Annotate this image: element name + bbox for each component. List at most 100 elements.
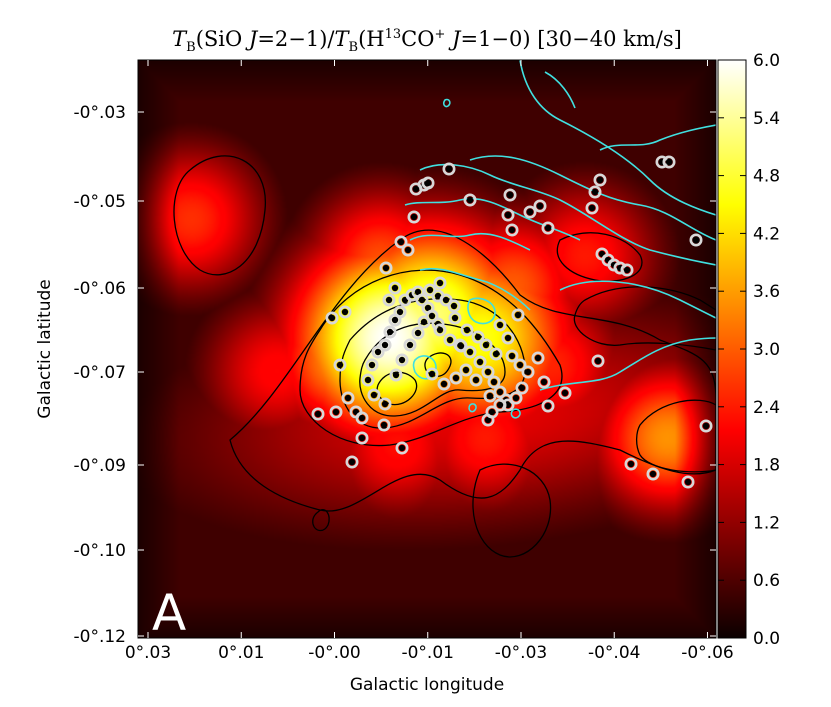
title-part: T <box>335 27 351 51</box>
source-marker-core <box>428 370 436 378</box>
source-marker-core <box>314 410 322 418</box>
title-part: CO <box>401 27 434 51</box>
source-marker-core <box>486 392 494 400</box>
source-marker <box>511 308 525 322</box>
source-marker-core <box>406 341 414 349</box>
source-marker <box>481 365 495 379</box>
source-marker-core <box>544 224 552 232</box>
source-marker-core <box>649 470 657 478</box>
colorbar-tick-label: 5.4 <box>753 109 780 129</box>
source-marker-ring <box>513 358 527 372</box>
source-marker-core <box>410 213 418 221</box>
chart-title: TB(SiO J=2−1)/TB(H13CO+ J=1−0) [30−40 km… <box>172 27 682 55</box>
source-marker-core <box>466 348 474 356</box>
plot-area: A <box>137 59 717 642</box>
source-marker <box>394 235 408 249</box>
source-marker <box>509 391 523 405</box>
source-marker <box>378 338 392 352</box>
source-marker-ring <box>377 418 391 432</box>
source-marker-core <box>490 378 498 386</box>
colorbar-tick-label: 6.0 <box>753 51 780 71</box>
source-marker-ring <box>593 173 607 187</box>
source-marker-ring <box>485 405 499 419</box>
source-marker-core <box>451 314 459 322</box>
source-marker <box>503 188 517 202</box>
source-marker-ring <box>338 305 352 319</box>
source-marker-ring <box>591 354 605 368</box>
source-marker <box>333 358 347 372</box>
source-marker-core <box>396 308 404 316</box>
source-marker-core <box>504 401 512 409</box>
source-marker-ring <box>459 363 473 377</box>
source-marker <box>382 293 396 307</box>
source-marker <box>345 455 359 469</box>
source-marker-core <box>445 165 453 173</box>
source-marker-core <box>665 158 673 166</box>
source-marker <box>459 363 473 377</box>
source-marker-ring <box>443 333 457 347</box>
source-marker-ring <box>409 182 423 196</box>
source-marker <box>473 355 487 369</box>
source-marker-ring <box>511 308 525 322</box>
source-marker-core <box>466 196 474 204</box>
source-marker-core <box>404 246 412 254</box>
source-marker-core <box>514 311 522 319</box>
ratio-contour-level <box>173 155 266 276</box>
source-marker-ring <box>415 293 429 307</box>
source-marker <box>624 457 638 471</box>
source-marker <box>439 293 453 307</box>
source-marker-core <box>386 328 394 336</box>
source-marker-core <box>436 279 444 287</box>
source-marker <box>505 223 519 237</box>
source-marker-core <box>391 284 399 292</box>
source-marker-ring <box>479 338 493 352</box>
source-marker-ring <box>620 263 634 277</box>
ratio-contour-level <box>472 463 552 558</box>
y-axis: -0°.03 -0°.05 -0°.06 -0°.07 -0°.09 -0°.10 -0°.… <box>74 103 716 647</box>
source-marker-ring <box>341 391 355 405</box>
source-marker-ring <box>471 330 485 344</box>
source-marker-ring <box>489 347 503 361</box>
source-marker-ring <box>503 188 517 202</box>
source-marker-ring <box>425 367 439 381</box>
source-marker-core <box>591 188 599 196</box>
source-marker-ring <box>345 455 359 469</box>
source-marker <box>383 325 397 339</box>
source-marker-core <box>512 394 520 402</box>
colorbar-tick-label: 1.2 <box>753 513 780 533</box>
source-marker-ring <box>449 371 463 385</box>
source-marker <box>329 405 343 419</box>
source-marker-ring <box>662 155 676 169</box>
source-marker <box>425 309 439 323</box>
source-marker-core <box>364 376 372 384</box>
source-marker <box>487 375 501 389</box>
source-marker <box>423 283 437 297</box>
source-marker <box>379 261 393 275</box>
source-marker-core <box>348 458 356 466</box>
source-marker-core <box>424 179 432 187</box>
source-marker <box>449 371 463 385</box>
source-marker <box>417 315 431 329</box>
h13co-contour-line <box>409 232 531 251</box>
source-marker <box>483 389 497 403</box>
source-marker <box>489 347 503 361</box>
source-marker <box>433 323 447 337</box>
source-marker-ring <box>389 368 403 382</box>
source-marker <box>341 391 355 405</box>
source-marker-core <box>381 341 389 349</box>
source-marker-ring <box>421 176 435 190</box>
source-marker <box>371 345 385 359</box>
source-marker-ring <box>689 233 703 247</box>
source-marker <box>646 467 660 481</box>
source-marker-core <box>524 368 532 376</box>
source-markers <box>311 155 713 489</box>
source-marker-ring <box>585 201 599 215</box>
source-marker <box>421 176 435 190</box>
title-part: =1−0) [30−40 km/s] <box>460 27 681 51</box>
source-marker-ring <box>423 283 437 297</box>
y-tick-label: -0°.03 <box>74 103 127 123</box>
source-marker-core <box>462 366 470 374</box>
source-marker-core <box>398 356 406 364</box>
plot-frame <box>137 59 717 639</box>
colorbar-tick-label: 0.6 <box>753 571 780 591</box>
